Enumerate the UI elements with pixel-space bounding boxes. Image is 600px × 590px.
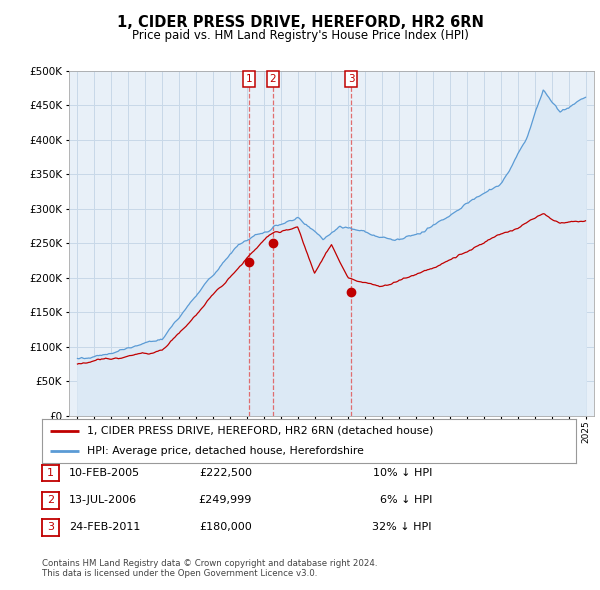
Text: 6% ↓ HPI: 6% ↓ HPI: [380, 496, 432, 505]
Text: 10% ↓ HPI: 10% ↓ HPI: [373, 468, 432, 478]
Text: 10-FEB-2005: 10-FEB-2005: [69, 468, 140, 478]
Text: 3: 3: [47, 523, 54, 532]
Text: 32% ↓ HPI: 32% ↓ HPI: [373, 523, 432, 532]
Text: 1: 1: [47, 468, 54, 478]
Text: £249,999: £249,999: [199, 496, 252, 505]
Text: Price paid vs. HM Land Registry's House Price Index (HPI): Price paid vs. HM Land Registry's House …: [131, 30, 469, 42]
Text: HPI: Average price, detached house, Herefordshire: HPI: Average price, detached house, Here…: [88, 446, 364, 456]
Text: 1, CIDER PRESS DRIVE, HEREFORD, HR2 6RN: 1, CIDER PRESS DRIVE, HEREFORD, HR2 6RN: [116, 15, 484, 30]
Text: 13-JUL-2006: 13-JUL-2006: [69, 496, 137, 505]
Text: 2: 2: [269, 74, 276, 84]
Text: £222,500: £222,500: [199, 468, 252, 478]
Text: 1: 1: [245, 74, 252, 84]
Text: 3: 3: [347, 74, 354, 84]
Text: 1, CIDER PRESS DRIVE, HEREFORD, HR2 6RN (detached house): 1, CIDER PRESS DRIVE, HEREFORD, HR2 6RN …: [88, 426, 434, 436]
Text: This data is licensed under the Open Government Licence v3.0.: This data is licensed under the Open Gov…: [42, 569, 317, 578]
Text: 24-FEB-2011: 24-FEB-2011: [69, 523, 140, 532]
Text: £180,000: £180,000: [199, 523, 252, 532]
Text: 2: 2: [47, 496, 54, 505]
Text: Contains HM Land Registry data © Crown copyright and database right 2024.: Contains HM Land Registry data © Crown c…: [42, 559, 377, 568]
